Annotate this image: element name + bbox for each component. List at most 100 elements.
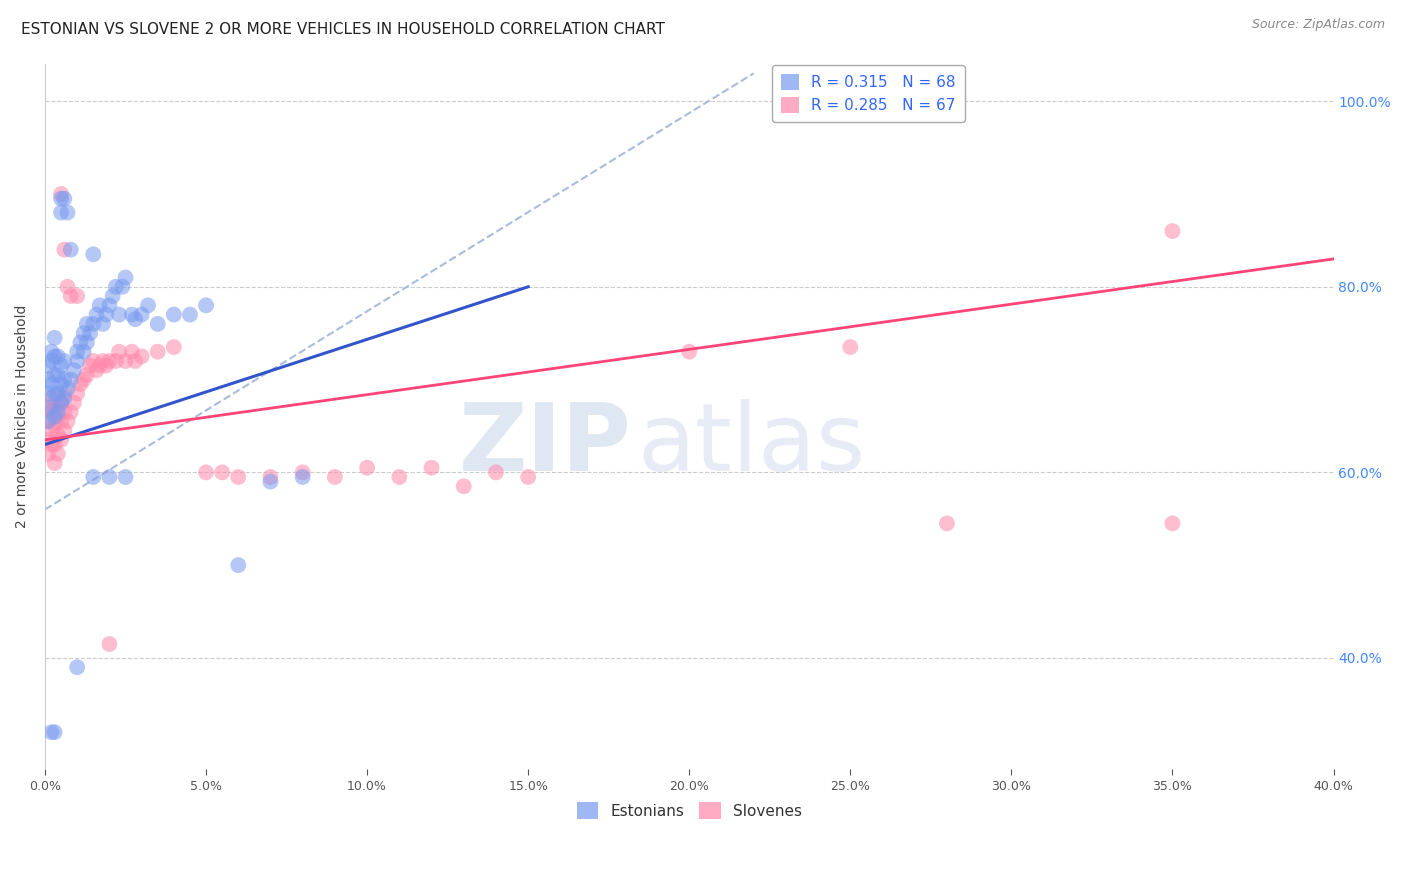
- Point: [44, 456, 66, 470]
- Point: [53, 373, 76, 387]
- Point: [44, 350, 66, 364]
- Point: [76, 317, 98, 331]
- Point: [37, 414, 59, 428]
- Point: [114, 470, 136, 484]
- Point: [111, 279, 134, 293]
- Point: [79, 326, 101, 341]
- Point: [66, 354, 89, 368]
- Point: [49, 433, 72, 447]
- Point: [46, 350, 69, 364]
- Point: [37, 433, 59, 447]
- Point: [66, 289, 89, 303]
- Point: [53, 405, 76, 419]
- Point: [96, 308, 118, 322]
- Point: [53, 424, 76, 438]
- Point: [41, 725, 63, 739]
- Point: [259, 475, 281, 489]
- Point: [131, 350, 153, 364]
- Point: [37, 373, 59, 387]
- Point: [259, 470, 281, 484]
- Point: [104, 354, 127, 368]
- Point: [82, 470, 104, 484]
- Point: [485, 466, 508, 480]
- Point: [66, 660, 89, 674]
- Point: [388, 470, 411, 484]
- Point: [41, 377, 63, 392]
- Point: [41, 344, 63, 359]
- Point: [72, 344, 94, 359]
- Point: [163, 308, 186, 322]
- Point: [114, 354, 136, 368]
- Point: [44, 409, 66, 424]
- Point: [41, 405, 63, 419]
- Point: [44, 419, 66, 434]
- Point: [49, 377, 72, 392]
- Point: [46, 368, 69, 382]
- Point: [41, 391, 63, 405]
- Point: [44, 725, 66, 739]
- Point: [49, 359, 72, 373]
- Point: [291, 470, 314, 484]
- Point: [211, 466, 233, 480]
- Point: [839, 340, 862, 354]
- Point: [49, 396, 72, 410]
- Point: [226, 558, 249, 573]
- Point: [86, 363, 108, 377]
- Legend: Estonians, Slovenes: Estonians, Slovenes: [571, 797, 808, 825]
- Point: [49, 205, 72, 219]
- Point: [53, 386, 76, 401]
- Point: [82, 354, 104, 368]
- Point: [53, 243, 76, 257]
- Point: [59, 405, 82, 419]
- Point: [108, 344, 131, 359]
- Point: [46, 386, 69, 401]
- Point: [46, 428, 69, 442]
- Point: [59, 289, 82, 303]
- Text: ZIP: ZIP: [458, 399, 631, 491]
- Point: [936, 516, 959, 531]
- Text: Source: ZipAtlas.com: Source: ZipAtlas.com: [1251, 18, 1385, 31]
- Point: [37, 414, 59, 428]
- Point: [86, 308, 108, 322]
- Point: [76, 335, 98, 350]
- Point: [66, 344, 89, 359]
- Point: [41, 437, 63, 451]
- Point: [91, 354, 114, 368]
- Point: [46, 405, 69, 419]
- Point: [291, 466, 314, 480]
- Point: [76, 368, 98, 382]
- Point: [49, 186, 72, 201]
- Point: [420, 460, 443, 475]
- Point: [136, 298, 159, 312]
- Y-axis label: 2 or more Vehicles in Household: 2 or more Vehicles in Household: [15, 305, 30, 528]
- Point: [59, 243, 82, 257]
- Point: [44, 386, 66, 401]
- Point: [124, 312, 146, 326]
- Point: [101, 289, 124, 303]
- Point: [53, 354, 76, 368]
- Point: [195, 466, 218, 480]
- Point: [44, 437, 66, 451]
- Text: ESTONIAN VS SLOVENE 2 OR MORE VEHICLES IN HOUSEHOLD CORRELATION CHART: ESTONIAN VS SLOVENE 2 OR MORE VEHICLES I…: [21, 22, 665, 37]
- Point: [114, 270, 136, 285]
- Point: [56, 205, 79, 219]
- Point: [63, 363, 86, 377]
- Point: [96, 359, 118, 373]
- Point: [44, 331, 66, 345]
- Point: [108, 308, 131, 322]
- Point: [79, 359, 101, 373]
- Point: [44, 368, 66, 382]
- Point: [63, 396, 86, 410]
- Point: [678, 344, 700, 359]
- Point: [72, 326, 94, 341]
- Point: [1161, 516, 1184, 531]
- Point: [323, 470, 346, 484]
- Point: [163, 340, 186, 354]
- Point: [37, 359, 59, 373]
- Point: [131, 308, 153, 322]
- Point: [121, 308, 143, 322]
- Point: [98, 470, 121, 484]
- Point: [146, 344, 169, 359]
- Point: [56, 382, 79, 396]
- Point: [89, 298, 111, 312]
